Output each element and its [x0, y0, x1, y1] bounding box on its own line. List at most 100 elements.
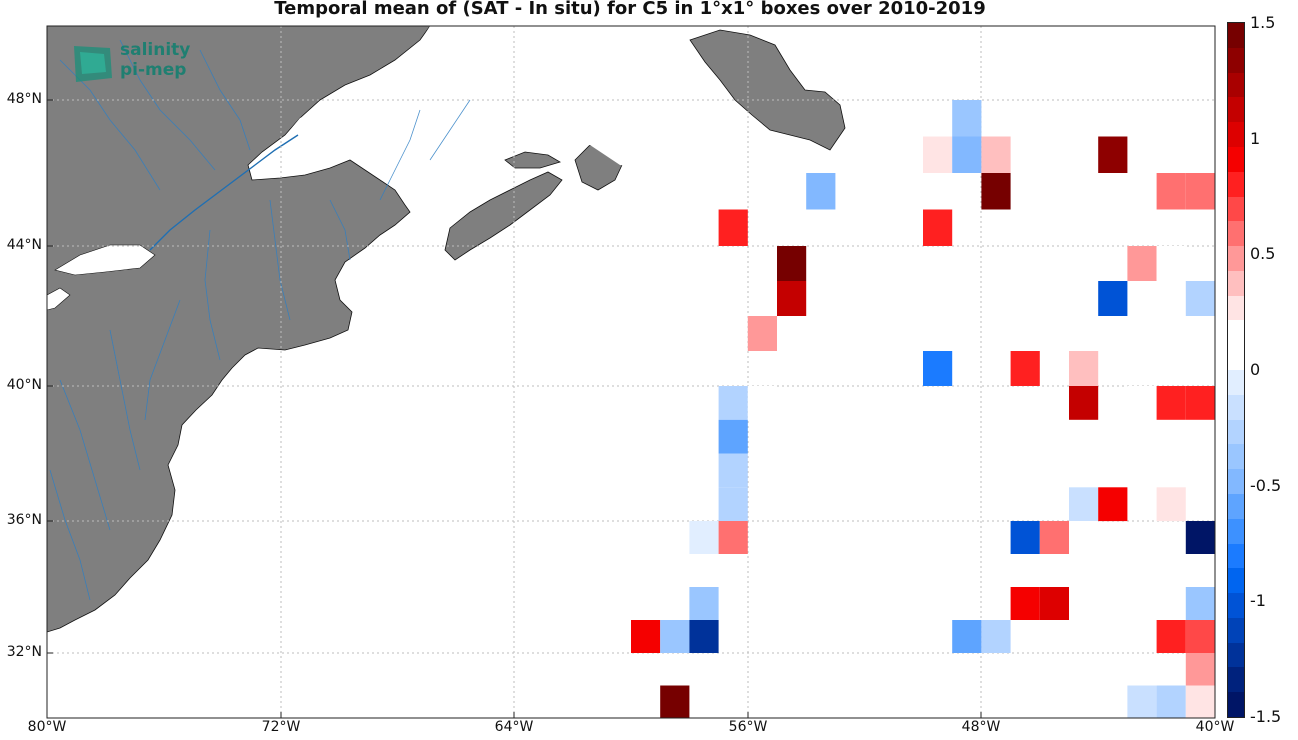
colorbar-segment — [1228, 419, 1244, 445]
axis-ticks — [47, 99, 982, 718]
logo-icon — [74, 46, 112, 82]
y-tick-label: 44°N — [6, 237, 42, 253]
x-tick-label: 72°W — [261, 719, 301, 735]
colorbar-segment — [1228, 667, 1244, 693]
data-cell — [1069, 386, 1099, 420]
data-cell — [952, 620, 982, 653]
y-tick-label: 32°N — [6, 644, 42, 660]
data-cell — [1069, 487, 1099, 522]
colorbar-segment — [1228, 642, 1244, 668]
colorbar-segment — [1228, 469, 1244, 495]
colorbar-segment — [1228, 493, 1244, 520]
land-pei — [504, 151, 561, 169]
data-cell — [1185, 653, 1215, 686]
land-newfoundland — [689, 29, 846, 151]
gulf-st-lawrence — [262, 26, 720, 200]
x-tick-label: 48°W — [961, 719, 1001, 735]
land-mainland — [47, 26, 431, 633]
data-cell — [1156, 620, 1186, 653]
y-tick-label: 40°N — [6, 377, 42, 393]
data-cell — [923, 136, 953, 173]
chart-title: Temporal mean of (SAT - In situ) for C5 … — [274, 0, 986, 19]
data-cell — [952, 136, 982, 173]
colorbar-segment — [1228, 23, 1244, 49]
data-cell — [1185, 386, 1215, 420]
colorbar-segment — [1228, 295, 1244, 321]
colorbar-segment — [1228, 320, 1244, 346]
data-cell — [1010, 521, 1040, 554]
colorbar-tick-label: 1.5 — [1250, 13, 1276, 32]
x-tick-label: 56°W — [728, 719, 768, 735]
data-cell — [631, 620, 661, 653]
data-cell — [689, 620, 719, 653]
data-cell — [1185, 173, 1215, 210]
colorbar-segment — [1228, 72, 1244, 98]
data-cell — [718, 209, 748, 246]
colorbar-segment — [1228, 47, 1244, 74]
data-cell — [689, 587, 719, 620]
data-cell — [1156, 246, 1186, 281]
data-cell — [777, 246, 807, 281]
plot-frame — [46, 25, 1216, 719]
colorbar-segment — [1228, 146, 1244, 173]
data-cell — [747, 316, 777, 351]
colorbar-segment — [1228, 370, 1244, 396]
logo-text-line2: pi-mep — [120, 60, 187, 80]
colorbar-segment — [1228, 617, 1244, 644]
colorbar-tick-label: 0 — [1250, 360, 1261, 379]
lake-ontario — [54, 244, 156, 276]
colorbar-tick-label: -1 — [1250, 591, 1266, 611]
data-cell — [981, 173, 1011, 210]
data-cell — [689, 521, 719, 554]
data-cell — [718, 453, 748, 488]
data-cell — [1185, 620, 1215, 653]
colorbar-tick-label: -1.5 — [1250, 707, 1282, 726]
colorbar-tick-label: 0.5 — [1250, 244, 1276, 264]
x-tick-label: 80°W — [27, 719, 67, 735]
data-cell — [1039, 587, 1069, 620]
colorbar-tick-label: 1 — [1250, 128, 1261, 148]
rivers — [49, 39, 471, 601]
data-cell — [1127, 685, 1157, 718]
data-cells — [631, 100, 1215, 718]
data-cell — [660, 620, 690, 653]
colorbar-segment — [1228, 444, 1244, 470]
data-cell — [1010, 351, 1040, 386]
data-cell — [718, 521, 748, 554]
data-cell — [1185, 281, 1215, 316]
data-cell — [923, 351, 953, 386]
data-cell — [718, 386, 748, 420]
colorbar-segment — [1228, 246, 1244, 272]
logo-text-line1: salinity — [120, 40, 191, 60]
data-cell — [1127, 246, 1157, 281]
data-cell — [1185, 587, 1215, 620]
data-cell — [1039, 521, 1069, 554]
data-cell — [1156, 487, 1186, 522]
colorbar-segment — [1228, 345, 1244, 371]
data-cell — [1156, 685, 1186, 718]
data-cell — [981, 136, 1011, 173]
colorbar-segment — [1228, 196, 1244, 222]
data-cell — [1069, 351, 1099, 386]
data-cell — [718, 487, 748, 522]
colorbar-segment — [1228, 543, 1244, 569]
data-cell — [952, 100, 982, 137]
colorbar-segment — [1228, 171, 1244, 197]
data-cell — [747, 386, 777, 420]
x-tick-label: 40°W — [1195, 719, 1235, 735]
colorbar-segment — [1228, 593, 1244, 619]
x-tick-label: 64°W — [494, 719, 534, 735]
data-cell — [1098, 487, 1128, 522]
data-cell — [1185, 685, 1215, 718]
data-cell — [1098, 136, 1128, 173]
colorbar — [1227, 22, 1245, 718]
data-cell — [777, 281, 807, 316]
colorbar-tick-label: -0.5 — [1250, 475, 1282, 495]
data-cell — [1010, 587, 1040, 620]
data-cell — [718, 419, 748, 454]
colorbar-segment — [1228, 692, 1244, 718]
data-cell — [1127, 386, 1157, 420]
colorbar-segment — [1228, 221, 1244, 247]
data-cell — [1156, 386, 1186, 420]
